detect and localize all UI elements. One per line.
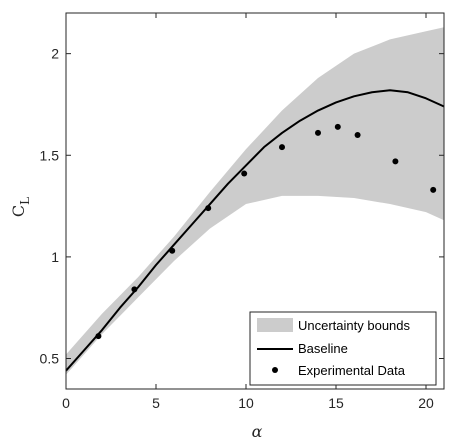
y-tick-label-1.5: 1.5 bbox=[40, 147, 60, 163]
experimental-point-1 bbox=[95, 333, 102, 340]
x-tick-label-0: 0 bbox=[62, 395, 70, 411]
experimental-point-9 bbox=[354, 131, 361, 138]
y-tick-label-0.5: 0.5 bbox=[40, 351, 60, 367]
experimental-point-10 bbox=[392, 158, 399, 165]
experimental-point-2 bbox=[131, 286, 138, 293]
plot-frame bbox=[65, 12, 445, 390]
experimental-point-6 bbox=[279, 144, 285, 151]
y-tick-label-2: 2 bbox=[51, 46, 59, 62]
legend-swatch-band bbox=[257, 318, 293, 332]
experimental-points-layer bbox=[95, 123, 437, 340]
y-axis-label: CL bbox=[9, 197, 32, 217]
experimental-point-3 bbox=[169, 247, 176, 254]
x-axis-label: α bbox=[252, 422, 263, 441]
experimental-point-7 bbox=[315, 129, 321, 136]
uncertainty-band bbox=[66, 27, 444, 375]
y-tick-label-1: 1 bbox=[51, 249, 59, 265]
x-ticks: 0 5 10 15 20 bbox=[62, 13, 434, 411]
y-ticks: 0.5 1 1.5 2 bbox=[40, 46, 444, 367]
x-tick-label-5: 5 bbox=[152, 395, 160, 411]
x-tick-label-15: 15 bbox=[328, 395, 344, 411]
legend: Uncertainty bounds Baseline Experimental… bbox=[249, 311, 437, 386]
legend-label-band: Uncertainty bounds bbox=[298, 318, 411, 333]
experimental-point-11 bbox=[430, 186, 437, 193]
experimental-point-5 bbox=[241, 170, 248, 177]
x-tick-label-20: 20 bbox=[418, 395, 434, 411]
x-tick-label-10: 10 bbox=[238, 395, 254, 411]
baseline-line-layer bbox=[65, 89, 445, 372]
baseline-line bbox=[65, 89, 445, 372]
legend-label-baseline: Baseline bbox=[298, 341, 348, 356]
uncertainty-band-layer bbox=[66, 27, 444, 375]
legend-label-points: Experimental Data bbox=[298, 363, 406, 378]
y-axis-label-main: C bbox=[9, 205, 28, 217]
y-axis-label-subscript: L bbox=[18, 197, 32, 205]
legend-swatch-points bbox=[272, 367, 278, 373]
experimental-point-4 bbox=[205, 205, 212, 212]
experimental-point-8 bbox=[334, 123, 341, 130]
